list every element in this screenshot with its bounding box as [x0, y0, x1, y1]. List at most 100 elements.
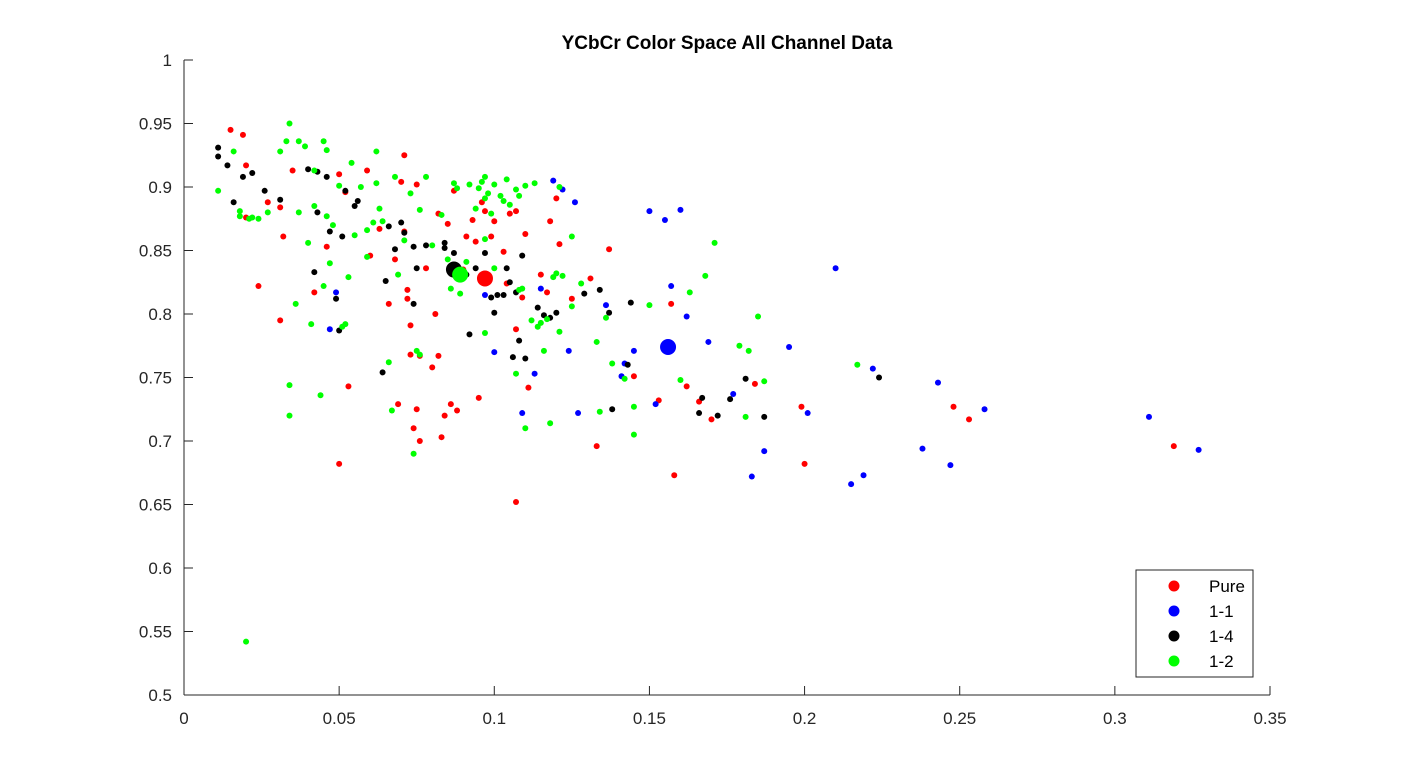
y-tick-label: 0.85: [139, 242, 172, 261]
data-point: [751, 380, 758, 387]
y-tick-label: 0.55: [139, 623, 172, 642]
data-point: [652, 401, 659, 408]
data-point: [711, 239, 718, 246]
data-point: [544, 316, 551, 323]
data-point: [385, 300, 392, 307]
data-point: [323, 173, 330, 180]
data-point: [450, 250, 457, 257]
data-point: [1195, 446, 1202, 453]
data-point: [702, 272, 709, 279]
data-point: [565, 347, 572, 354]
data-point: [661, 217, 668, 224]
data-point: [668, 300, 675, 307]
data-point: [423, 242, 430, 249]
data-point: [609, 406, 616, 413]
data-point: [286, 382, 293, 389]
data-point: [627, 299, 634, 306]
mean-markers: [445, 261, 677, 356]
data-point: [289, 167, 296, 174]
data-point: [671, 472, 678, 479]
y-tick-label: 0.75: [139, 369, 172, 388]
data-point: [295, 209, 302, 216]
data-point: [454, 185, 461, 192]
data-point: [395, 271, 402, 278]
data-point: [488, 210, 495, 217]
data-point: [435, 352, 442, 359]
data-point: [761, 448, 768, 455]
data-point: [531, 180, 538, 187]
data-point: [568, 295, 575, 302]
data-point: [677, 377, 684, 384]
data-point: [432, 311, 439, 317]
data-point: [602, 302, 609, 309]
data-point: [547, 420, 554, 427]
data-point: [761, 378, 768, 385]
data-point: [503, 265, 510, 272]
data-point: [683, 313, 690, 320]
data-point: [798, 403, 805, 410]
data-point: [668, 283, 675, 290]
data-point: [410, 300, 417, 307]
data-point: [364, 253, 371, 260]
data-point: [919, 445, 926, 452]
legend-label: 1-4: [1209, 627, 1234, 646]
data-point: [277, 204, 284, 211]
data-point: [876, 374, 883, 381]
data-point: [624, 361, 631, 368]
data-point: [491, 309, 498, 316]
data-point: [801, 460, 808, 467]
data-point: [854, 361, 861, 368]
series-1-1-points: [326, 177, 1202, 488]
data-point: [413, 406, 420, 413]
data-point: [423, 173, 430, 180]
data-point: [311, 203, 318, 210]
data-point: [646, 302, 653, 309]
data-point: [606, 246, 613, 253]
data-point: [342, 187, 349, 194]
data-point: [506, 201, 513, 208]
data-point: [376, 225, 383, 232]
legend-marker: [1168, 655, 1180, 667]
data-point: [388, 407, 395, 414]
data-point: [354, 197, 361, 204]
data-point: [447, 401, 454, 408]
data-point: [379, 369, 386, 376]
legend-box: [1135, 569, 1254, 678]
data-point: [391, 256, 398, 263]
data-point: [547, 218, 554, 225]
series-1-2-points: [215, 120, 861, 645]
series-Pure-points: [227, 126, 1177, 505]
x-tick-label: 0.1: [482, 709, 506, 728]
x-tick-label: 0.05: [323, 709, 356, 728]
data-point: [1145, 413, 1152, 420]
data-point: [522, 355, 529, 362]
data-point: [804, 410, 811, 417]
data-point: [934, 379, 941, 386]
data-point: [947, 462, 954, 469]
data-point: [295, 138, 302, 145]
data-point: [537, 319, 544, 326]
data-point: [444, 256, 451, 263]
data-point: [481, 173, 488, 180]
data-point: [329, 222, 336, 229]
data-point: [308, 321, 315, 328]
series-1-4-points: [215, 144, 883, 420]
data-point: [391, 173, 398, 180]
data-point: [351, 232, 358, 239]
data-point: [491, 181, 498, 188]
data-point: [500, 248, 507, 255]
data-point: [357, 184, 364, 190]
data-point: [413, 181, 420, 188]
data-point: [575, 410, 582, 417]
x-tick-label: 0.2: [793, 709, 817, 728]
data-point: [491, 218, 498, 225]
data-point: [525, 384, 532, 391]
data-point: [537, 271, 544, 278]
data-point: [314, 209, 321, 216]
data-point: [497, 192, 504, 199]
y-tick-label: 0.95: [139, 115, 172, 134]
data-point: [283, 138, 290, 145]
data-point: [571, 199, 578, 206]
data-point: [513, 498, 520, 505]
data-point: [683, 383, 690, 390]
